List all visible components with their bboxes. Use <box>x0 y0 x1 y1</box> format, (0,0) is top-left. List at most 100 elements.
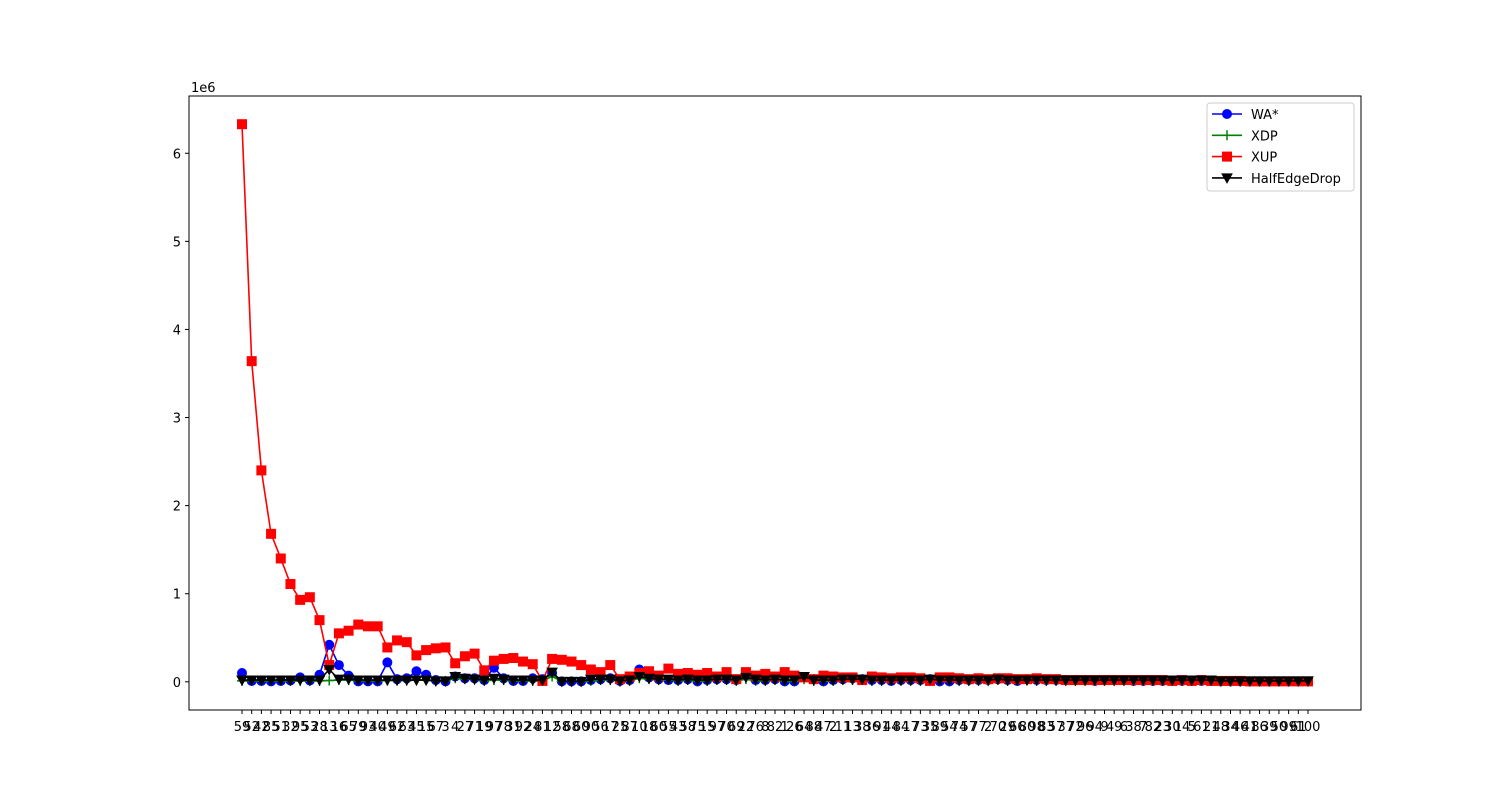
data-point <box>246 356 257 367</box>
data-point <box>1030 675 1043 687</box>
data-point <box>614 676 626 687</box>
x-tick-label: 11 <box>835 720 852 735</box>
data-point <box>439 676 452 687</box>
legend-item: HalfEdgeDrop <box>1212 172 1341 187</box>
data-point <box>827 675 839 687</box>
data-point <box>420 675 432 687</box>
data-point <box>1079 675 1091 687</box>
data-point <box>914 675 927 687</box>
y-tick-label: 5 <box>173 235 181 250</box>
x-tick-label: 80 <box>1019 720 1036 735</box>
data-point <box>1069 675 1082 687</box>
x-tick-label: 88 <box>805 720 822 735</box>
data-point <box>895 675 907 687</box>
data-point <box>488 655 499 666</box>
x-tick-label: 74 <box>951 720 968 735</box>
x-tick-label: 60 <box>650 720 667 735</box>
data-point <box>421 645 432 656</box>
data-point <box>662 674 675 686</box>
data-point <box>730 675 743 687</box>
data-point <box>468 674 481 686</box>
legend-marker <box>1222 151 1232 162</box>
x-tick-label: 12 <box>544 720 561 735</box>
x-tick-label: 56 <box>592 720 609 735</box>
data-point <box>1244 676 1256 687</box>
legend: WA* XDP XUP HalfEdgeDrop <box>1206 102 1355 192</box>
x-tick-label: 70 <box>990 720 1007 735</box>
x-tick-label: 9 <box>1100 720 1108 735</box>
data-point <box>304 592 315 603</box>
x-tick-label: 27 <box>457 720 474 735</box>
data-point <box>1234 676 1247 687</box>
y-tick-label: 4 <box>173 323 181 338</box>
data-point <box>1292 676 1305 687</box>
data-point <box>353 619 364 630</box>
data-point <box>284 675 297 687</box>
x-tick-label: 17 <box>902 720 919 735</box>
x-tick-label: 14 <box>1174 720 1191 735</box>
x-tick-label: 51 <box>272 720 289 735</box>
y-tick-label: 0 <box>173 676 181 691</box>
x-tick-label: 7 <box>1139 720 1147 735</box>
data-point <box>547 653 558 664</box>
legend-item: XDP <box>1212 129 1278 144</box>
x-tick-label: 52 <box>243 720 260 735</box>
x-tick-label: 10 <box>631 720 648 735</box>
data-point <box>779 667 790 678</box>
x-tick-label: 49 <box>1106 720 1123 735</box>
data-point <box>846 674 859 686</box>
data-point <box>400 675 413 687</box>
data-point <box>1059 675 1072 687</box>
data-point <box>430 643 441 654</box>
x-tick-label: 61 <box>1290 720 1307 735</box>
x-tick-label: 70 <box>718 720 735 735</box>
data-point <box>459 651 470 662</box>
x-tick-label: 82 <box>767 720 784 735</box>
data-point <box>1147 675 1159 687</box>
data-point <box>1040 675 1053 687</box>
data-point <box>1176 675 1188 687</box>
x-tick-label: 81 <box>534 720 551 735</box>
data-point <box>497 674 510 686</box>
data-point <box>381 675 394 687</box>
y-offset-label: 1e6 <box>191 81 216 96</box>
data-point <box>429 676 442 687</box>
x-tick-label: 28 <box>311 720 328 735</box>
data-point <box>255 675 268 687</box>
data-point <box>778 675 791 687</box>
data-point <box>992 674 1004 686</box>
legend-marker <box>1221 173 1233 184</box>
x-tick-label: 25 <box>612 720 629 735</box>
data-point <box>526 675 539 687</box>
x-tick-label: 93 <box>360 720 377 735</box>
x-tick-label: 57 <box>961 720 978 735</box>
data-point <box>798 672 810 683</box>
legend-marker <box>1222 109 1232 119</box>
data-point <box>594 674 607 686</box>
data-point <box>1302 676 1314 687</box>
x-tick-label: 54 <box>941 720 958 735</box>
x-tick-label: 2 <box>829 720 837 735</box>
legend-item: XUP <box>1212 151 1277 166</box>
x-tick-label: 62 <box>389 720 406 735</box>
legend-box <box>1206 102 1355 192</box>
data-point <box>440 642 451 653</box>
x-tick-label: 34 <box>1222 720 1239 735</box>
data-point <box>517 675 529 687</box>
data-point <box>401 637 412 648</box>
x-tick-label: 75 <box>689 720 706 735</box>
data-point <box>343 625 354 636</box>
data-point <box>885 675 898 687</box>
data-point <box>392 635 403 646</box>
x-tick-label: 91 <box>873 720 890 735</box>
x-tick-label: 38 <box>1125 720 1142 735</box>
data-point <box>314 615 325 626</box>
data-point <box>866 675 878 687</box>
data-point <box>962 675 975 687</box>
x-tick-label: 73 <box>912 720 929 735</box>
x-tick-label: 89 <box>931 720 948 735</box>
x-tick-label: 57 <box>1048 720 1065 735</box>
data-point <box>807 675 820 687</box>
x-tick-label: 37 <box>1057 720 1074 735</box>
x-tick-label: 55 <box>660 720 677 735</box>
